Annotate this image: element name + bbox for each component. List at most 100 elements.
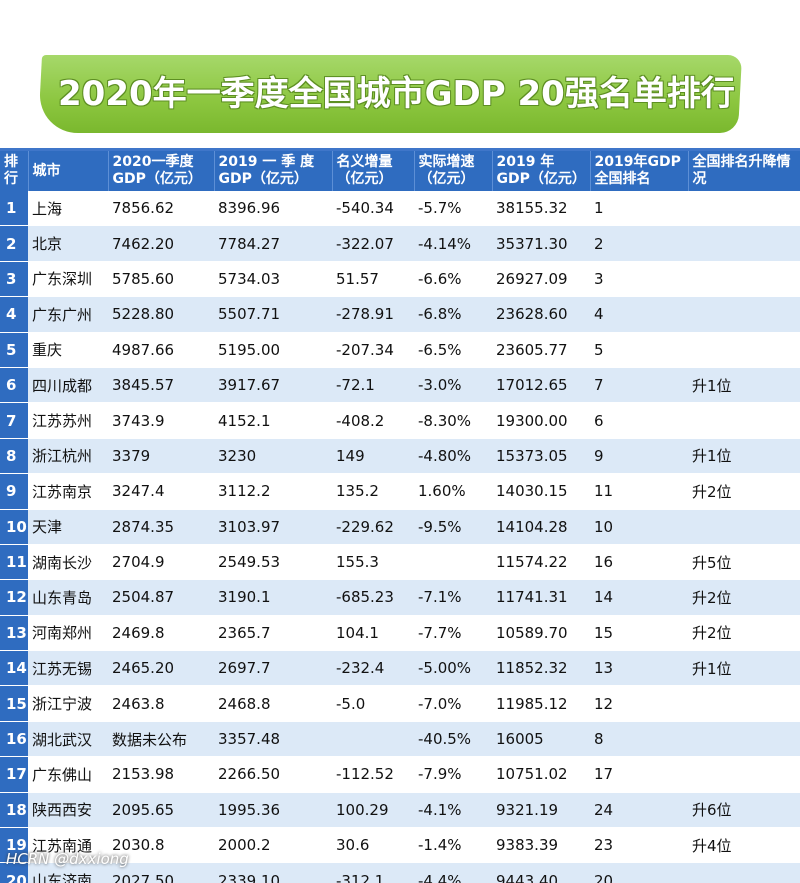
cell-nominal-increase: -72.1 xyxy=(332,367,414,404)
cell-rank: 1 xyxy=(0,191,28,227)
page-title: 2020年一季度全国城市GDP 20强名单排行 xyxy=(58,74,735,114)
cell-nominal-increase: -408.2 xyxy=(332,402,414,439)
table-row: 18 陕西西安 2095.65 1995.36 100.29 -4.1% 9321.19 24… xyxy=(0,792,800,829)
cell-nominal-increase: -112.52 xyxy=(332,756,414,793)
cell-city: 广东广州 xyxy=(28,296,108,333)
cell-rank-change: 升2位 xyxy=(688,473,800,510)
cell-city: 湖南长沙 xyxy=(28,544,108,581)
cell-rank: 15 xyxy=(0,685,28,722)
cell-rank-2019: 13 xyxy=(590,650,688,687)
cell-city: 河南郑州 xyxy=(28,615,108,652)
table-header-row: 排行 城市 2020一季度GDP（亿元） 2019 一 季 度GDP（亿元） 名… xyxy=(0,151,800,191)
cell-rank: 13 xyxy=(0,615,28,652)
cell-rank: 7 xyxy=(0,402,28,439)
cell-gdp-2019-q1: 8396.96 xyxy=(214,191,332,227)
cell-real-growth: -6.6% xyxy=(414,261,492,298)
header-rank-change: 全国排名升降情况 xyxy=(688,151,800,191)
cell-real-growth xyxy=(414,544,492,581)
table-body: 1 上海 7856.62 8396.96 -540.34 -5.7% 38155.32 1 2 北… xyxy=(0,191,800,883)
cell-rank-change xyxy=(688,509,800,545)
cell-city: 重庆 xyxy=(28,332,108,368)
cell-rank-change xyxy=(688,402,800,439)
cell-gdp-2019: 9321.19 xyxy=(492,792,590,829)
header-nominal-increase: 名义增量（亿元） xyxy=(332,151,415,191)
cell-rank-2019: 11 xyxy=(590,473,688,510)
cell-city: 陕西西安 xyxy=(28,792,108,829)
cell-gdp-2019-q1: 2339.10 xyxy=(214,862,332,883)
cell-rank-2019: 9 xyxy=(590,438,688,475)
cell-real-growth: -7.9% xyxy=(414,756,492,793)
cell-real-growth: 1.60% xyxy=(414,473,492,510)
header-gdp-2019: 2019 年GDP（亿元） xyxy=(492,151,591,191)
cell-rank-change: 升1位 xyxy=(688,367,800,404)
cell-rank-change: 升6位 xyxy=(688,792,800,829)
cell-gdp-2020-q1: 3845.57 xyxy=(108,367,214,404)
cell-city: 四川成都 xyxy=(28,367,108,404)
cell-nominal-increase: -322.07 xyxy=(332,225,414,262)
table-row: 13 河南郑州 2469.8 2365.7 104.1 -7.7% 10589.70 15 升2… xyxy=(0,615,800,652)
cell-rank-change xyxy=(688,332,800,368)
cell-rank: 12 xyxy=(0,579,28,616)
cell-nominal-increase: 104.1 xyxy=(332,615,414,652)
cell-gdp-2019: 11852.32 xyxy=(492,650,590,687)
cell-gdp-2019-q1: 3103.97 xyxy=(214,509,332,545)
cell-gdp-2020-q1: 5228.80 xyxy=(108,296,214,333)
cell-rank: 5 xyxy=(0,332,28,368)
cell-rank: 10 xyxy=(0,509,28,545)
cell-nominal-increase: 135.2 xyxy=(332,473,414,510)
cell-gdp-2020-q1: 2469.8 xyxy=(108,615,214,652)
cell-gdp-2019: 11741.31 xyxy=(492,579,590,616)
cell-gdp-2019: 16005 xyxy=(492,721,590,758)
cell-real-growth: -7.1% xyxy=(414,579,492,616)
cell-gdp-2019: 35371.30 xyxy=(492,225,590,262)
table-row: 10 天津 2874.35 3103.97 -229.62 -9.5% 14104.28 10 xyxy=(0,509,800,545)
cell-nominal-increase: 30.6 xyxy=(332,827,414,864)
cell-real-growth: -6.8% xyxy=(414,296,492,333)
cell-city: 浙江杭州 xyxy=(28,438,108,475)
cell-nominal-increase: 100.29 xyxy=(332,792,414,829)
cell-gdp-2019: 14030.15 xyxy=(492,473,590,510)
cell-rank-2019: 10 xyxy=(590,509,688,545)
cell-rank-2019: 5 xyxy=(590,332,688,368)
cell-gdp-2019: 9383.39 xyxy=(492,827,590,864)
cell-gdp-2019: 15373.05 xyxy=(492,438,590,475)
table-row: 2 北京 7462.20 7784.27 -322.07 -4.14% 35371.30 2 xyxy=(0,225,800,262)
cell-rank-2019: 2 xyxy=(590,225,688,262)
cell-gdp-2019-q1: 2697.7 xyxy=(214,650,332,687)
cell-gdp-2019: 9443.40 xyxy=(492,862,590,883)
cell-city: 江苏南京 xyxy=(28,473,108,510)
cell-rank: 14 xyxy=(0,650,28,687)
header-gdp-2020-q1: 2020一季度GDP（亿元） xyxy=(108,151,215,191)
cell-real-growth: -9.5% xyxy=(414,509,492,545)
cell-rank: 2 xyxy=(0,225,28,262)
cell-rank-change xyxy=(688,261,800,298)
cell-real-growth: -4.80% xyxy=(414,438,492,475)
cell-rank-change xyxy=(688,296,800,333)
cell-nominal-increase: 155.3 xyxy=(332,544,414,581)
cell-real-growth: -6.5% xyxy=(414,332,492,368)
cell-gdp-2019-q1: 3230 xyxy=(214,438,332,475)
cell-gdp-2020-q1: 7856.62 xyxy=(108,191,214,227)
cell-gdp-2020-q1: 2095.65 xyxy=(108,792,214,829)
header-gdp-2019-q1: 2019 一 季 度GDP（亿元） xyxy=(214,151,333,191)
table-row: 11 湖南长沙 2704.9 2549.53 155.3 11574.22 16 升5位 xyxy=(0,544,800,581)
cell-rank-change xyxy=(688,191,800,227)
cell-rank-change xyxy=(688,756,800,793)
cell-rank-2019: 20 xyxy=(590,862,688,883)
cell-nominal-increase: -312.1 xyxy=(332,862,414,883)
cell-gdp-2019: 10589.70 xyxy=(492,615,590,652)
table-row: 5 重庆 4987.66 5195.00 -207.34 -6.5% 23605.77 5 xyxy=(0,332,800,368)
cell-real-growth: -7.7% xyxy=(414,615,492,652)
cell-gdp-2019: 11574.22 xyxy=(492,544,590,581)
cell-city: 江苏无锡 xyxy=(28,650,108,687)
cell-gdp-2020-q1: 5785.60 xyxy=(108,261,214,298)
cell-nominal-increase: -207.34 xyxy=(332,332,414,368)
cell-gdp-2019-q1: 5507.71 xyxy=(214,296,332,333)
table-row: 3 广东深圳 5785.60 5734.03 51.57 -6.6% 26927.09 3 xyxy=(0,261,800,298)
cell-city: 江苏南通 xyxy=(28,827,108,864)
cell-real-growth: -40.5% xyxy=(414,721,492,758)
cell-gdp-2019: 23605.77 xyxy=(492,332,590,368)
cell-rank-change: 升4位 xyxy=(688,827,800,864)
cell-gdp-2020-q1: 数据未公布 xyxy=(108,721,214,758)
cell-gdp-2019: 14104.28 xyxy=(492,509,590,545)
